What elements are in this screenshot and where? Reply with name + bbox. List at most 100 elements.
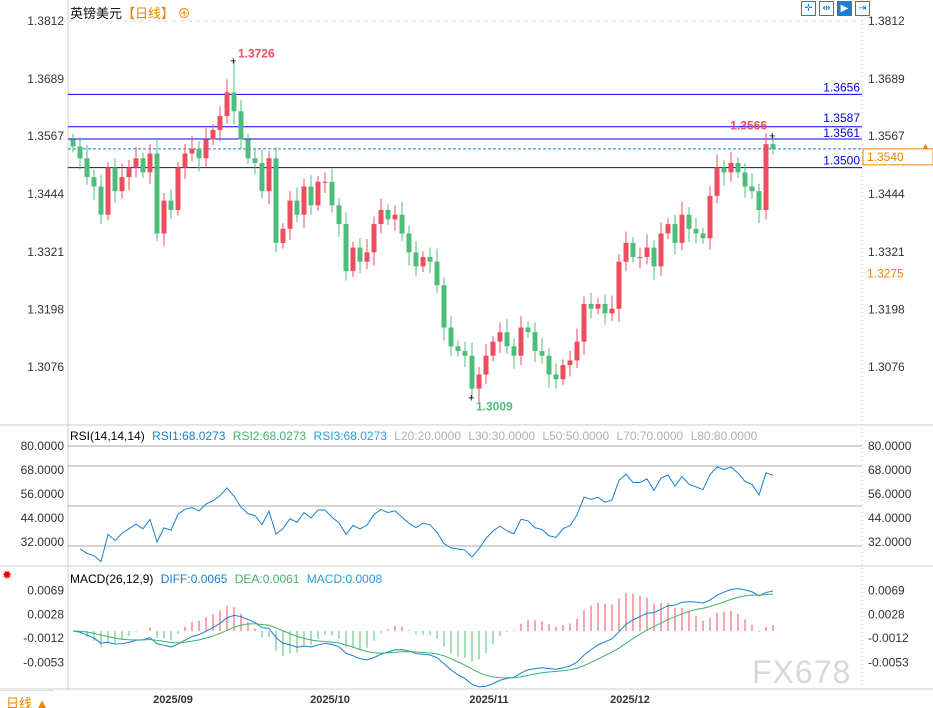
period-label[interactable]: 【日线】 bbox=[122, 6, 175, 21]
candle-body bbox=[707, 195, 713, 239]
rsi-tick-right: 32.0000 bbox=[868, 535, 912, 549]
candle-body bbox=[644, 247, 650, 257]
y-tick-label-right: 1.3567 bbox=[868, 129, 905, 143]
macd-tick-right: 0.0069 bbox=[868, 583, 905, 597]
x-tick-label: 2025/11 bbox=[469, 694, 508, 706]
candle-body bbox=[532, 332, 538, 352]
candle-body bbox=[770, 144, 776, 149]
x-tick-label: 2025/10 bbox=[310, 694, 350, 706]
candle-body bbox=[588, 304, 594, 309]
up-arrow-icon: ▲ bbox=[921, 141, 930, 151]
level-label: 1.3500 bbox=[823, 154, 860, 168]
candle-body bbox=[112, 167, 118, 192]
candle-body bbox=[560, 365, 566, 380]
candle-body bbox=[511, 346, 517, 356]
candle-body bbox=[623, 242, 629, 262]
extreme-marker: + bbox=[769, 131, 775, 143]
candle-body bbox=[749, 186, 755, 192]
chart-title: 英镑美元【日线】 ⊕ bbox=[70, 3, 191, 22]
candle-body bbox=[140, 158, 146, 173]
candle-body bbox=[84, 158, 90, 178]
candle-body bbox=[308, 186, 314, 206]
symbol-label: 英镑美元 bbox=[70, 6, 123, 21]
y-tick-label-left: 1.3567 bbox=[27, 129, 64, 143]
macd-tick-left: -0.0053 bbox=[23, 655, 64, 669]
y-tick-label-right: 1.3812 bbox=[868, 14, 905, 28]
candle-body bbox=[357, 247, 363, 262]
candle-body bbox=[378, 209, 384, 225]
candle-body bbox=[728, 162, 734, 173]
candle-body bbox=[70, 139, 76, 147]
candle-body bbox=[252, 158, 258, 163]
candle-body bbox=[483, 355, 489, 375]
high-price-label: 1.3726 bbox=[238, 46, 275, 60]
candle-body bbox=[154, 153, 160, 234]
candle-body bbox=[476, 374, 482, 389]
macd-tick-left: -0.0012 bbox=[23, 631, 64, 645]
low-price-label: 1.3009 bbox=[476, 399, 513, 413]
candle-body bbox=[427, 256, 433, 262]
candle-body bbox=[399, 214, 405, 234]
rsi-title: RSI(14,14,14) bbox=[70, 429, 145, 443]
macd-tick-right: -0.0053 bbox=[868, 655, 909, 669]
candle-body bbox=[294, 200, 300, 215]
level-label: 1.3656 bbox=[823, 80, 860, 94]
watermark: FX678 bbox=[752, 654, 852, 690]
candle-body bbox=[497, 332, 503, 342]
rsi-legend-item: RSI1:68.0273 bbox=[152, 429, 226, 443]
candle-body bbox=[392, 214, 398, 220]
rsi-legend-item: RSI3:68.0273 bbox=[310, 429, 387, 443]
candle-body bbox=[420, 256, 426, 267]
rsi-legend-item: L80:80.0000 bbox=[687, 429, 758, 443]
candle-body bbox=[574, 341, 580, 361]
y-tick-label-right: 1.3198 bbox=[868, 303, 905, 317]
candle-body bbox=[434, 261, 440, 286]
candle-body bbox=[665, 224, 671, 234]
macd-legend: MACD(26,12,9) DIFF:0.0065 DEA:0.0061 MAC… bbox=[70, 572, 382, 586]
last_high-price-label: 1.3566 bbox=[730, 119, 767, 133]
play-forward-icon[interactable]: ▶ bbox=[837, 1, 852, 16]
y-tick-label-right: 1.3076 bbox=[868, 360, 905, 374]
candle-body bbox=[756, 191, 762, 210]
candle-body bbox=[721, 167, 727, 173]
level-label: 1.3587 bbox=[823, 111, 860, 125]
y-tick-label-right: 1.3444 bbox=[868, 187, 905, 201]
candle-body bbox=[539, 351, 545, 356]
candle-body bbox=[742, 172, 748, 187]
candle-body bbox=[525, 327, 531, 333]
candle-body bbox=[413, 252, 419, 267]
macd-tick-right: 0.0028 bbox=[868, 607, 905, 621]
candle-body bbox=[175, 167, 181, 210]
x-tick-label: 2025/12 bbox=[610, 694, 650, 706]
candle-body bbox=[133, 158, 139, 168]
candle-body bbox=[364, 252, 370, 262]
y-tick-label-left: 1.3444 bbox=[27, 187, 64, 201]
candle-body bbox=[385, 209, 391, 220]
rsi-tick-left: 80.0000 bbox=[21, 439, 65, 453]
candle-body bbox=[280, 228, 286, 243]
candle-body bbox=[735, 162, 741, 173]
period-selector[interactable]: 日线 ▲ bbox=[0, 690, 55, 708]
rsi-tick-right: 44.0000 bbox=[868, 511, 912, 525]
fit-range-icon[interactable]: ⇹ bbox=[819, 1, 834, 16]
candle-body bbox=[189, 148, 195, 154]
circle-plus-icon[interactable]: ⊕ bbox=[177, 6, 191, 21]
crosshair-icon[interactable]: ✛ bbox=[801, 1, 816, 16]
candle-body bbox=[763, 144, 769, 210]
candle-body bbox=[455, 346, 461, 352]
candle-body bbox=[245, 139, 251, 159]
candle-body bbox=[168, 200, 174, 210]
sun-icon[interactable]: ✹ bbox=[2, 568, 13, 582]
rsi-legend-item: L20:20.0000 bbox=[390, 429, 461, 443]
candle-body bbox=[273, 158, 279, 243]
candle-body bbox=[322, 181, 328, 183]
rsi-legend-item: L50:50.0000 bbox=[539, 429, 610, 443]
candle-body bbox=[182, 153, 188, 168]
y-tick-label-left: 1.3812 bbox=[27, 14, 64, 28]
candle-body bbox=[469, 355, 475, 389]
dea-line bbox=[72, 593, 774, 679]
rsi-tick-right: 80.0000 bbox=[868, 439, 912, 453]
macd-legend-item: MACD:0.0008 bbox=[303, 572, 383, 586]
